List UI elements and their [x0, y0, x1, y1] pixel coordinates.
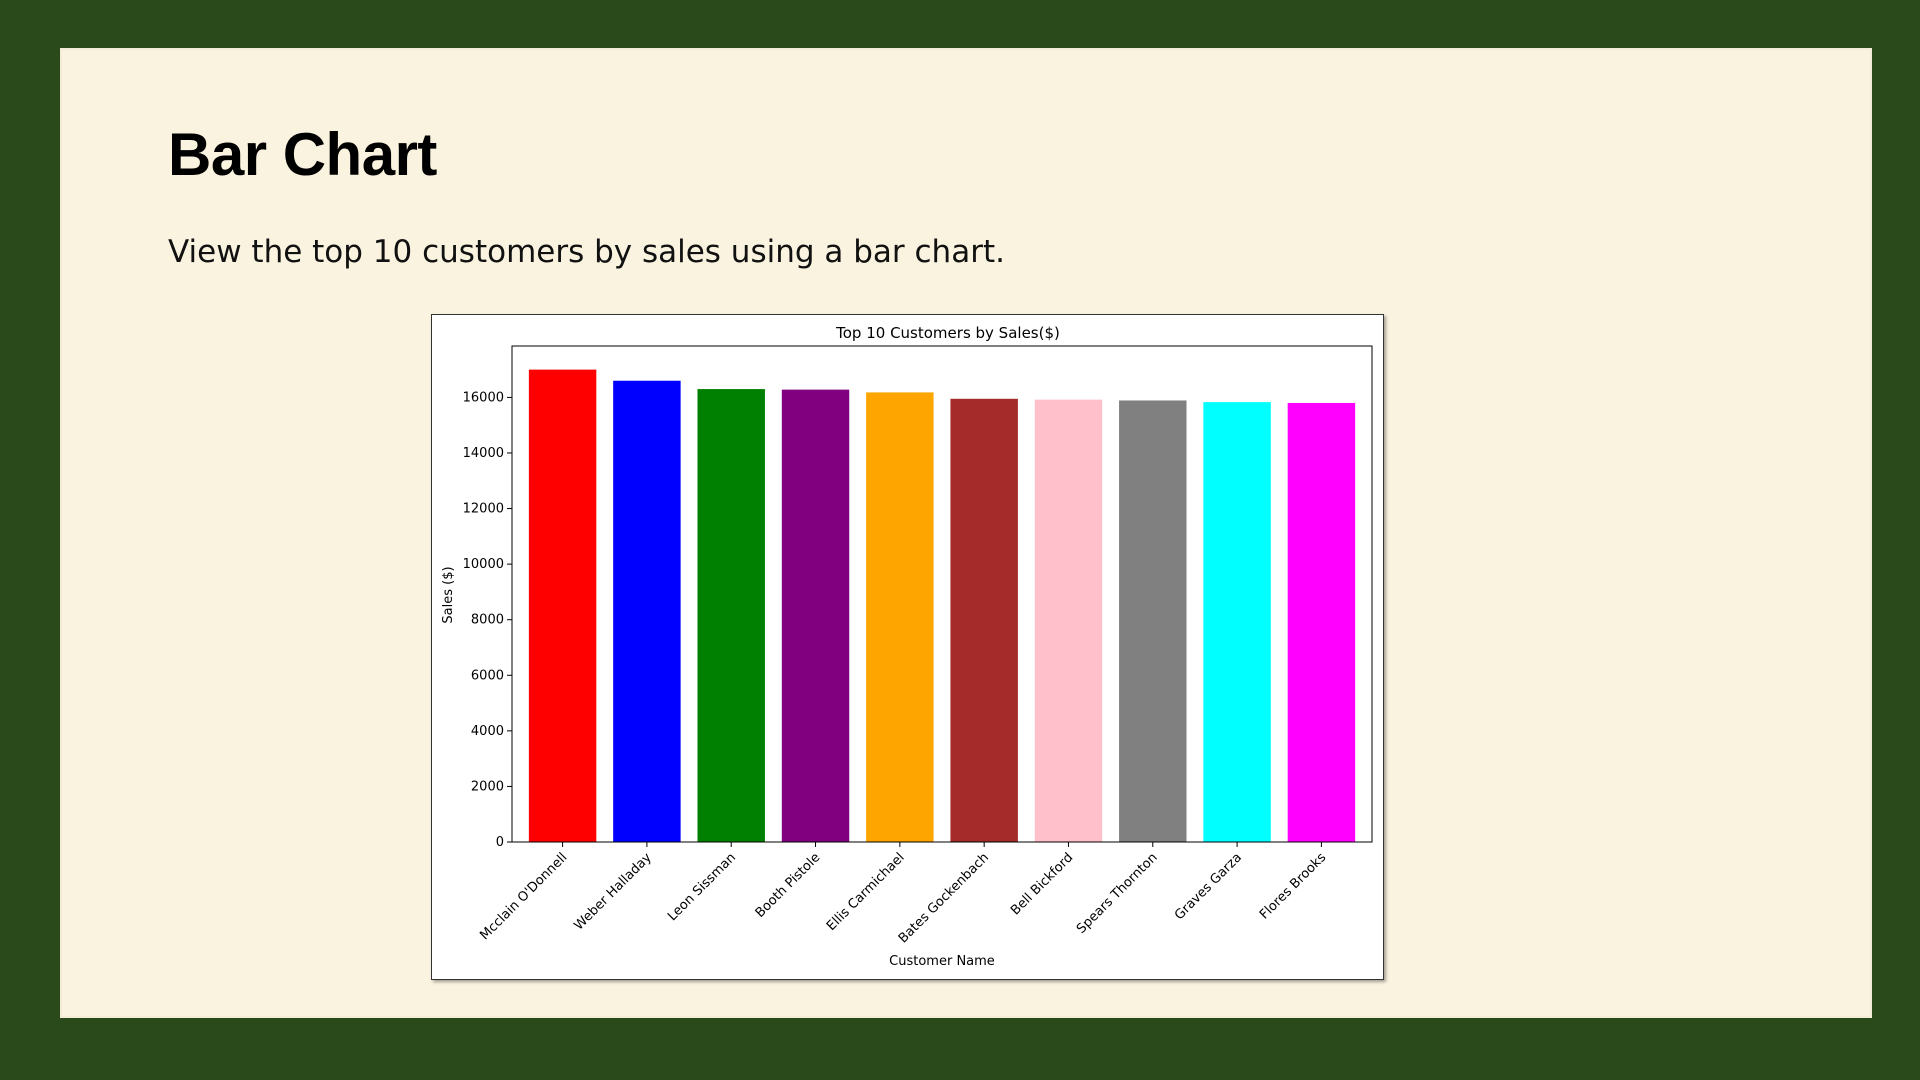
- y-tick-label: 2000: [471, 779, 504, 794]
- bar: [697, 389, 765, 842]
- x-tick-label: Booth Pistole: [753, 850, 824, 921]
- bar: [1034, 399, 1103, 842]
- x-tick-label: Mcclain O'Donnell: [477, 850, 570, 943]
- bar-series: [528, 369, 1356, 842]
- x-tick-label: Weber Halladay: [572, 850, 655, 933]
- bar: [613, 380, 681, 842]
- x-tick-label: Flores Brooks: [1257, 850, 1329, 922]
- x-axis: Mcclain O'Donnell Weber Halladay Leon Siss…: [477, 842, 1329, 946]
- chart-title: Top 10 Customers by Sales($): [835, 324, 1060, 342]
- y-tick-label: 10000: [463, 557, 504, 572]
- plot-area-frame: [511, 345, 1373, 843]
- y-tick-label: 0: [496, 835, 504, 850]
- bar: [528, 369, 597, 842]
- bar: [1203, 402, 1271, 842]
- slide-title: Bar Chart: [168, 121, 437, 188]
- bar: [1119, 400, 1187, 842]
- y-axis: 0 2000 4000 6000 8000 10000 12000 14000 16000: [463, 390, 512, 850]
- x-tick-label: Graves Garza: [1172, 850, 1245, 923]
- chart-frame: Top 10 Customers by Sales($) Sales ($) C…: [431, 314, 1384, 980]
- bar: [1287, 402, 1356, 842]
- y-tick-label: 6000: [471, 668, 504, 683]
- y-tick-label: 4000: [471, 724, 504, 739]
- y-tick-label: 12000: [463, 502, 504, 517]
- x-axis-label: Customer Name: [889, 954, 995, 969]
- bar: [950, 398, 1018, 842]
- slide-subtitle: View the top 10 customers by sales using…: [168, 234, 1005, 270]
- y-tick-label: 8000: [471, 613, 504, 628]
- x-tick-label: Bates Gockenbach: [896, 850, 992, 946]
- bar-chart: Top 10 Customers by Sales($) Sales ($) C…: [441, 324, 1373, 969]
- y-tick-label: 16000: [463, 390, 504, 405]
- x-tick-label: Ellis Carmichael: [824, 850, 908, 934]
- x-tick-label: Leon Sissman: [665, 850, 739, 924]
- bar: [866, 392, 934, 842]
- x-tick-label: Bell Bickford: [1008, 850, 1076, 918]
- x-tick-label: Spears Thornton: [1074, 850, 1161, 937]
- bar: [781, 389, 850, 842]
- y-tick-label: 14000: [463, 446, 504, 461]
- y-axis-label: Sales ($): [441, 566, 456, 623]
